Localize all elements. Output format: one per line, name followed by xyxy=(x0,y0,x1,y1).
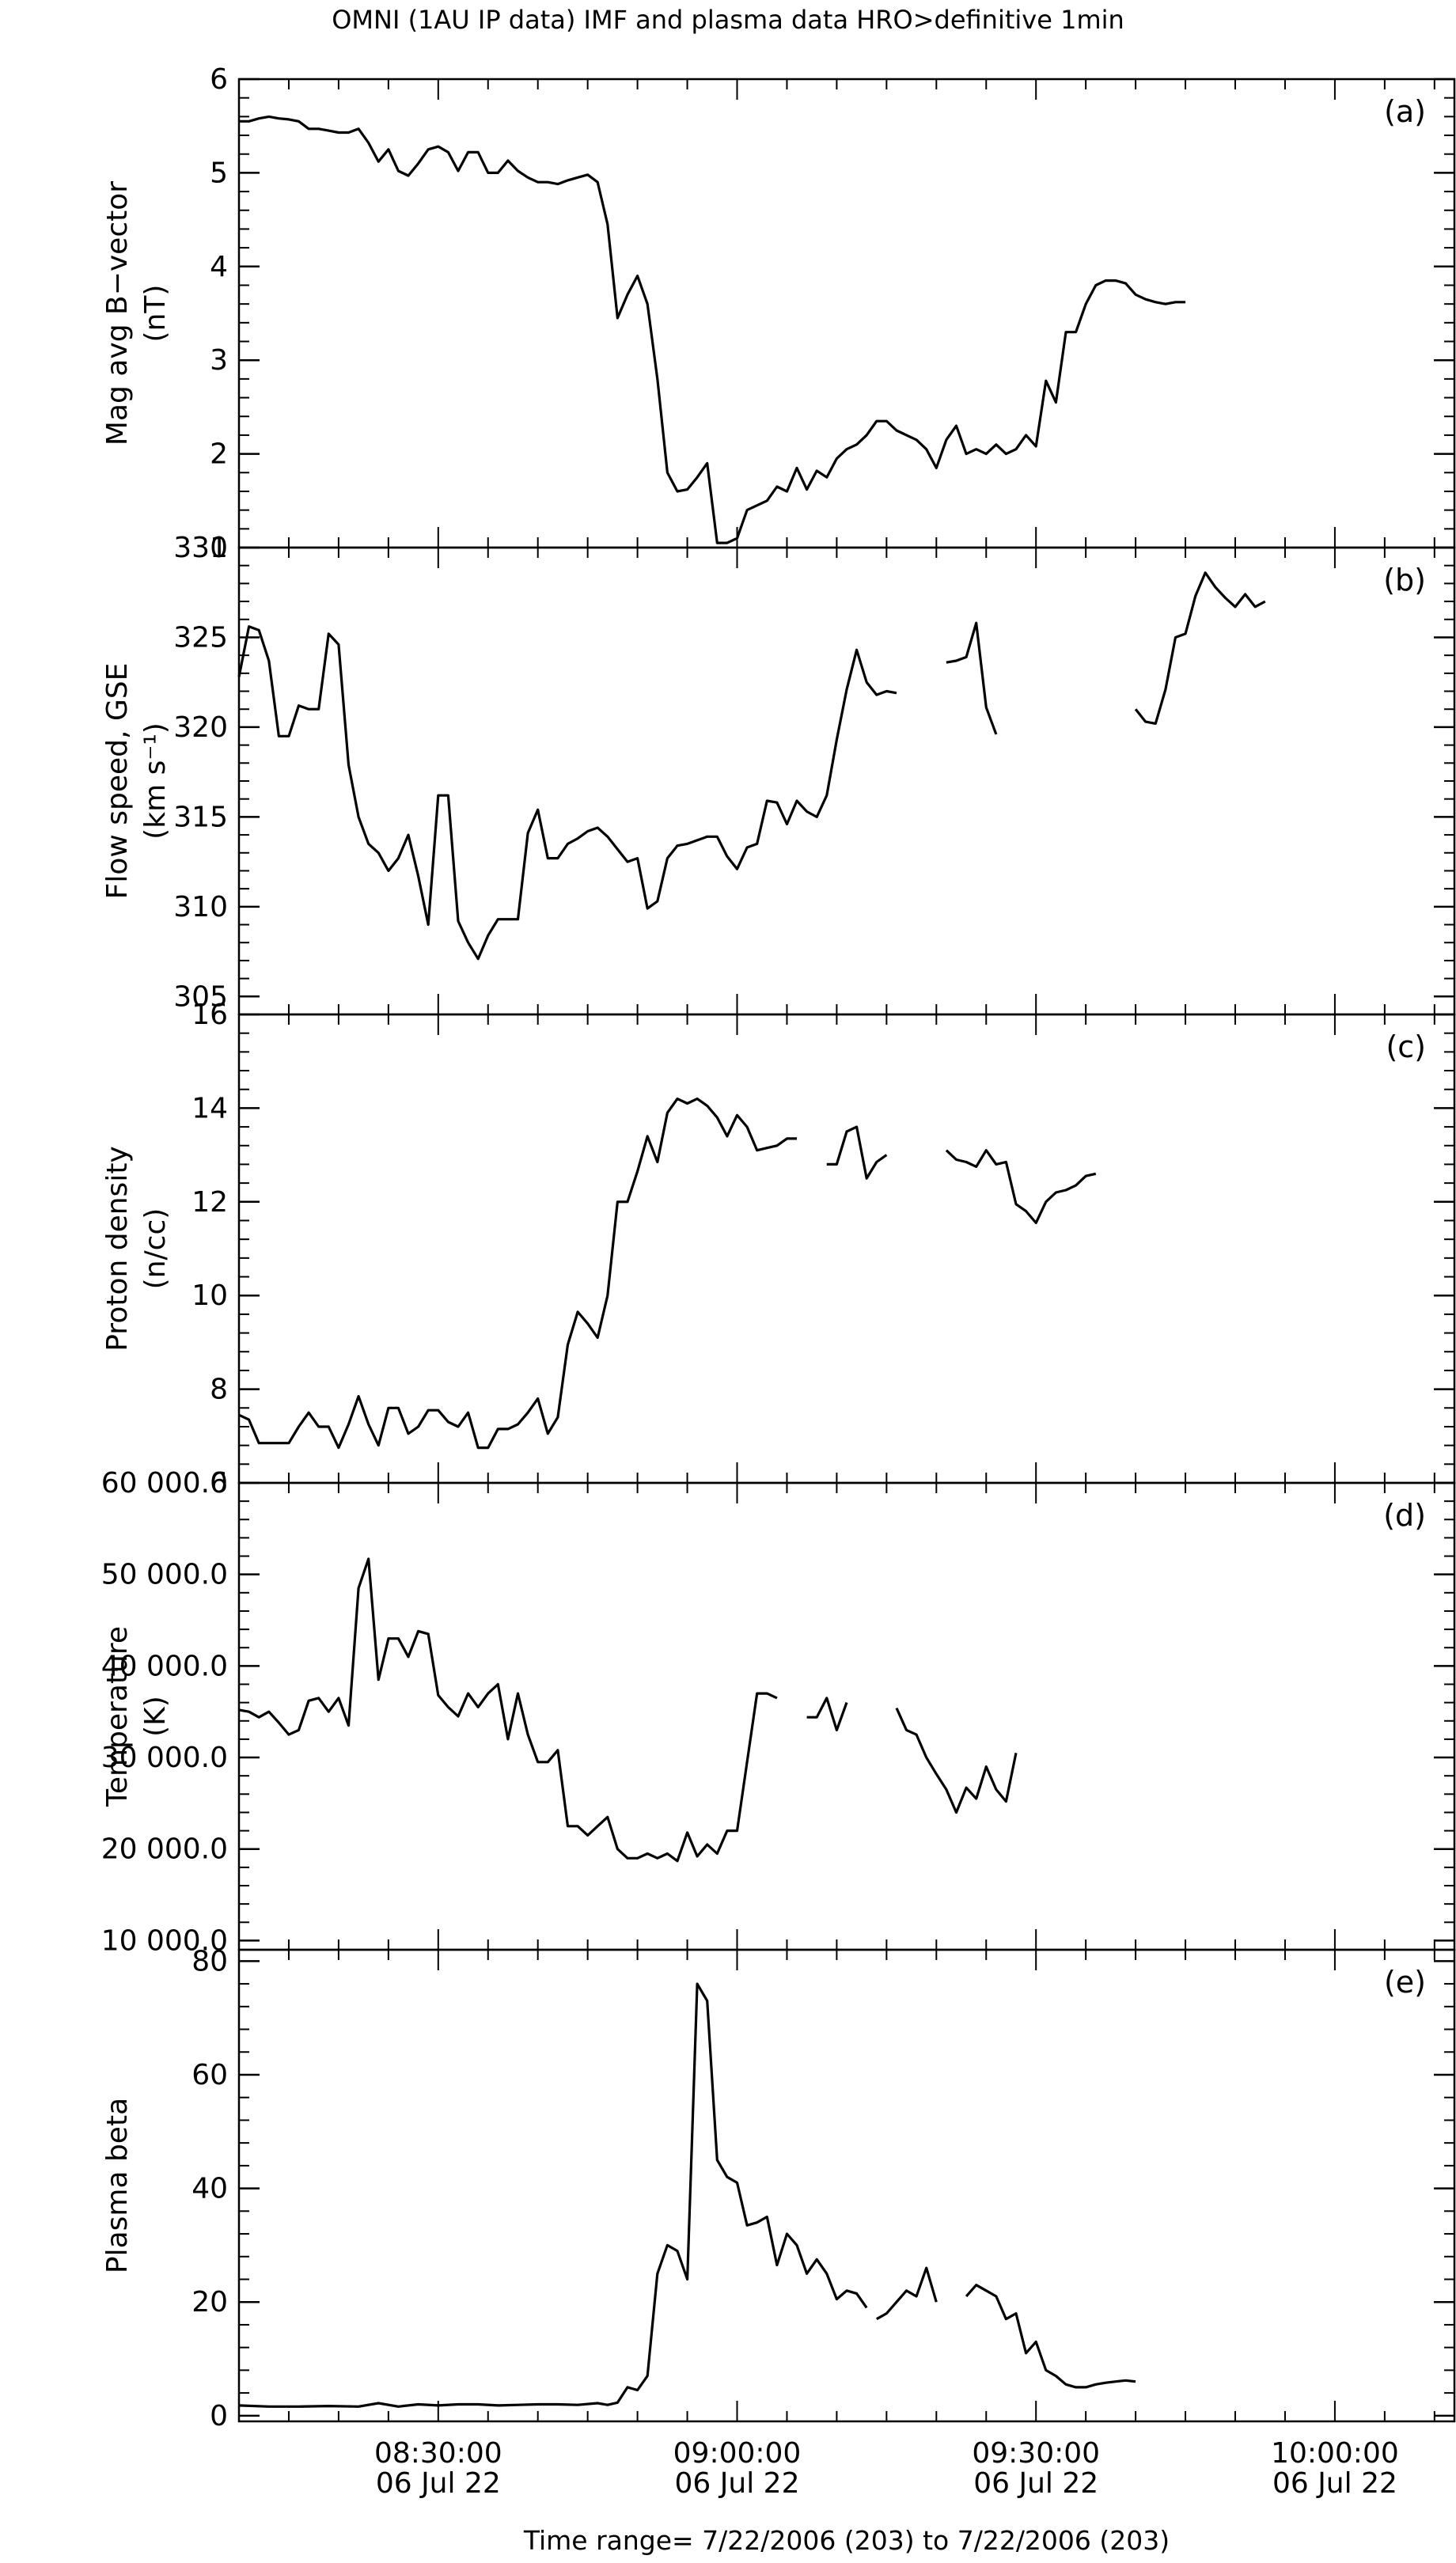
y-tick-label: 80 xyxy=(191,1945,228,1977)
y-axis-title: Proton density xyxy=(101,1146,134,1352)
y-tick-label: 330 xyxy=(173,532,228,564)
y-tick-label: 5 xyxy=(210,157,228,189)
y-axis-title: (km s⁻¹) xyxy=(139,722,172,840)
y-tick-label: 20 xyxy=(191,2286,228,2318)
series-line xyxy=(238,1557,778,1863)
y-tick-label: 40 000.0 xyxy=(101,1650,228,1682)
y-axis-title: (K) xyxy=(139,1696,172,1737)
y-tick-label: 6 xyxy=(210,1467,228,1500)
y-tick-label: 3 xyxy=(210,344,228,377)
panel-2: 6 8 10 12 14 16 Proton density (n/cc) (c) xyxy=(101,999,1456,1500)
y-tick-label: 50 000.0 xyxy=(101,1559,228,1591)
panel-4: 0 20 40 60 80 Plasma beta (e) xyxy=(101,1945,1456,2432)
y-tick-label: 60 xyxy=(191,2059,228,2091)
y-axis-title: Flow speed, GSE xyxy=(101,663,134,900)
x-tick-time: 08:30:00 xyxy=(374,2437,502,2470)
y-tick-label: 20 000.0 xyxy=(101,1833,228,1866)
panel-frame xyxy=(237,78,1456,549)
y-tick-label: 40 xyxy=(191,2173,228,2205)
y-axis-title: (n/cc) xyxy=(139,1208,172,1290)
y-tick-label: 325 xyxy=(173,621,228,654)
y-axis-title: (nT) xyxy=(139,285,172,343)
y-tick-label: 60 000.0 xyxy=(101,1467,228,1500)
panel-frame xyxy=(237,546,1456,1016)
time-range-caption: Time range= 7/22/2006 (203) to 7/22/2006… xyxy=(523,2525,1170,2556)
x-tick-time: 09:00:00 xyxy=(673,2437,802,2470)
y-axis-title: Temperature xyxy=(101,1626,134,1807)
series-line xyxy=(237,625,897,961)
y-axis-title: Mag avg B−vector xyxy=(101,181,134,445)
series-line xyxy=(826,1125,888,1180)
x-tick-date: 06 Jul 22 xyxy=(675,2467,800,2500)
y-tick-label: 8 xyxy=(210,1374,228,1406)
panel-label: (a) xyxy=(1384,94,1426,129)
series-line xyxy=(876,2266,938,2321)
panel-frame xyxy=(237,1948,1456,2423)
series-line xyxy=(965,2284,1136,2389)
panel-1: 305 310 315 320 325 330 Flow speed, GSE (km s⁻¹… xyxy=(101,532,1456,1016)
series-line xyxy=(238,1982,868,2408)
plot-title: OMNI (1AU IP data) IMF and plasma data H… xyxy=(332,5,1124,35)
panel-label: (c) xyxy=(1386,1029,1426,1064)
y-tick-label: 6 xyxy=(210,63,228,96)
series-line xyxy=(945,1149,1097,1224)
series-line xyxy=(1134,571,1266,725)
panel-0: 1 2 3 4 5 6 Mag avg B−vector (nT) (a) xyxy=(101,63,1456,564)
x-tick-date: 06 Jul 22 xyxy=(973,2467,1098,2500)
y-tick-label: 310 xyxy=(173,891,228,923)
x-tick-date: 06 Jul 22 xyxy=(376,2467,501,2500)
panel-label: (e) xyxy=(1384,1965,1426,2000)
x-tick-date: 06 Jul 22 xyxy=(1272,2467,1397,2500)
panel-label: (b) xyxy=(1383,563,1426,597)
panel-label: (d) xyxy=(1383,1498,1426,1533)
y-tick-label: 1 xyxy=(210,532,228,564)
y-tick-label: 16 xyxy=(191,999,228,1031)
series-line xyxy=(895,1707,1018,1814)
y-tick-label: 320 xyxy=(173,711,228,744)
y-tick-label: 10 000.0 xyxy=(101,1924,228,1957)
y-tick-label: 0 xyxy=(210,2400,228,2432)
series-line xyxy=(238,1098,797,1450)
series-line xyxy=(239,115,1186,544)
series-line xyxy=(946,621,998,735)
panel-3: 10 000.0 20 000.0 30 000.0 40 000.0 50 000.0… xyxy=(101,1467,1456,1957)
y-tick-label: 305 xyxy=(173,980,228,1013)
y-axis-title: Plasma beta xyxy=(101,2098,134,2273)
series-line xyxy=(806,1697,848,1731)
y-tick-label: 14 xyxy=(191,1092,228,1124)
x-tick-time: 10:00:00 xyxy=(1271,2437,1399,2470)
y-tick-label: 2 xyxy=(210,438,228,471)
y-tick-label: 12 xyxy=(191,1186,228,1219)
y-tick-label: 315 xyxy=(173,801,228,833)
y-tick-label: 4 xyxy=(210,251,228,283)
panel-frame xyxy=(237,1013,1456,1484)
panel-frame xyxy=(237,1481,1456,1951)
y-tick-label: 10 xyxy=(191,1280,228,1312)
y-tick-label: 30 000.0 xyxy=(101,1742,228,1774)
x-tick-time: 09:30:00 xyxy=(972,2437,1100,2470)
